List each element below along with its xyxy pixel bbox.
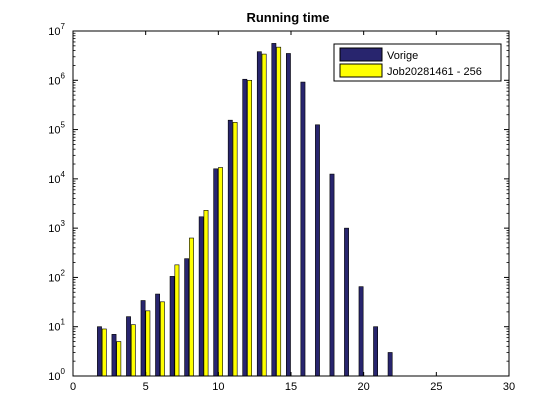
bar-vorige-14 xyxy=(271,43,277,377)
bar-job-3 xyxy=(116,341,122,377)
legend-swatch-vorige xyxy=(339,47,383,62)
bar-job-13 xyxy=(261,53,267,377)
bar-vorige-6 xyxy=(155,293,160,377)
x-tick-label: 10 xyxy=(212,381,224,393)
bar-vorige-4 xyxy=(126,316,131,377)
x-tick-label: 15 xyxy=(285,381,297,393)
bar-vorige-10 xyxy=(213,168,219,377)
bar-job-12 xyxy=(247,79,252,377)
bar-vorige-5 xyxy=(140,300,146,377)
bar-vorige-19 xyxy=(344,227,349,377)
bar-job-10 xyxy=(218,167,223,377)
bar-job-7 xyxy=(174,264,180,377)
bar-vorige-17 xyxy=(315,124,320,377)
x-tick-label: 5 xyxy=(143,381,149,393)
plot-area xyxy=(73,31,509,376)
chart-title: Running time xyxy=(246,10,329,25)
bars-layer xyxy=(97,43,393,377)
bar-vorige-13 xyxy=(256,51,262,377)
y-tick-label: 106 xyxy=(48,71,65,87)
bar-job-6 xyxy=(160,301,165,377)
bar-vorige-21 xyxy=(373,326,378,377)
x-tick-label: 25 xyxy=(430,381,442,393)
bar-vorige-15 xyxy=(285,53,291,377)
bar-vorige-11 xyxy=(227,119,233,377)
legend-swatch-job xyxy=(339,63,383,78)
x-tick-label: 30 xyxy=(503,381,515,393)
bar-vorige-16 xyxy=(300,81,306,377)
bar-job-8 xyxy=(189,237,194,377)
legend-label-job: Job20281461 - 256 xyxy=(387,66,482,78)
bar-job-9 xyxy=(203,210,209,377)
legend-label-vorige: Vorige xyxy=(387,50,418,62)
bar-vorige-20 xyxy=(358,286,364,377)
y-tick-label: 102 xyxy=(48,268,65,284)
bar-vorige-8 xyxy=(184,258,190,377)
bar-vorige-2 xyxy=(97,326,102,377)
x-tick-label: 20 xyxy=(358,381,370,393)
bar-vorige-7 xyxy=(169,276,175,377)
bar-vorige-18 xyxy=(329,173,335,377)
bar-vorige-12 xyxy=(242,78,248,377)
y-tick-label: 103 xyxy=(48,219,65,235)
y-tick-label: 105 xyxy=(48,121,65,137)
bar-job-5 xyxy=(145,310,151,377)
bar-job-14 xyxy=(276,46,282,377)
bar-job-2 xyxy=(101,328,107,377)
y-tick-label: 100 xyxy=(48,367,65,383)
bar-job-11 xyxy=(232,122,238,377)
y-tick-label: 107 xyxy=(48,22,65,38)
y-tick-label: 101 xyxy=(48,318,65,334)
legend: Vorige Job20281461 - 256 xyxy=(333,43,502,82)
bar-job-4 xyxy=(130,324,136,377)
bar-vorige-9 xyxy=(198,216,204,377)
bar-vorige-3 xyxy=(111,334,117,377)
bar-vorige-22 xyxy=(387,352,393,377)
y-tick-label: 104 xyxy=(48,170,65,186)
x-tick-label: 0 xyxy=(70,381,76,393)
ticks-layer: 0 5 10 15 20 25 30 100 101 102 103 104 105 106 107 xyxy=(48,22,515,393)
